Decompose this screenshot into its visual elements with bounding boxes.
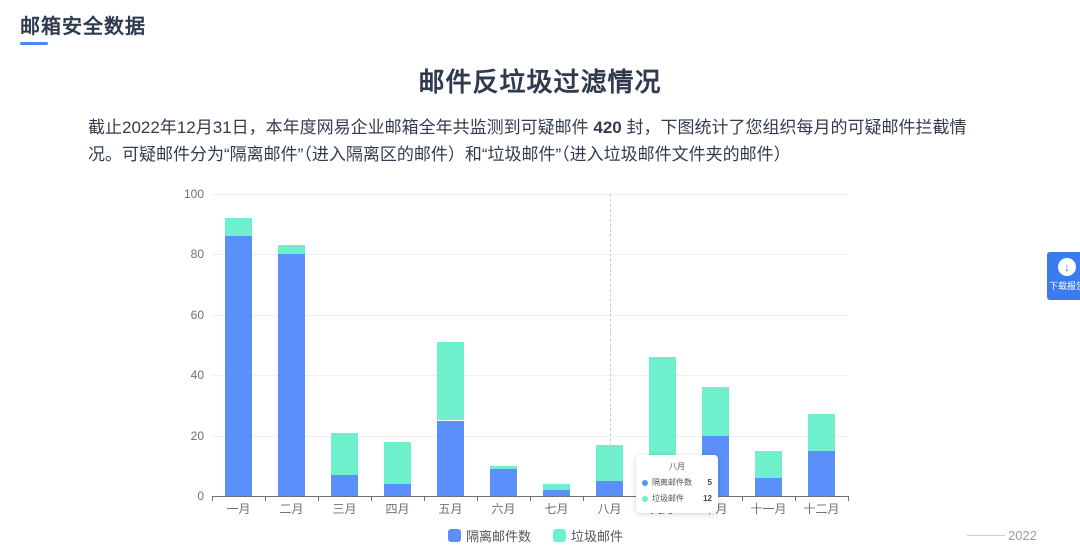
bar-quarantine[interactable] (331, 474, 358, 496)
bar-spam[interactable] (437, 341, 464, 421)
x-axis-label: 一月 (226, 502, 251, 516)
download-report-button[interactable]: ↓ 下载报告 (1047, 252, 1080, 300)
bar-spam[interactable] (808, 414, 835, 451)
bar-spam[interactable] (490, 465, 517, 469)
x-axis-tick (742, 496, 743, 501)
legend-swatch-quarantine (448, 529, 461, 542)
x-axis-tick (212, 496, 213, 501)
tooltip-value: 12 (703, 494, 712, 503)
y-axis-tick-label: 40 (190, 368, 204, 383)
tooltip-row: 垃圾邮件 12 (636, 493, 718, 504)
x-axis-label: 三月 (332, 502, 357, 516)
x-axis-tick (318, 496, 319, 501)
x-axis-tick (848, 496, 849, 501)
description: 截止2022年12月31日，本年度网易企业邮箱全年共监测到可疑邮件 420 封，… (88, 114, 988, 168)
grid-line (212, 254, 848, 256)
tooltip-title: 八月 (669, 462, 685, 471)
grid-line (212, 375, 848, 377)
x-axis-tick (530, 496, 531, 501)
grid-line (212, 435, 848, 437)
year-label: 2022 (1008, 528, 1037, 543)
x-axis-label: 七月 (544, 502, 569, 516)
x-axis-tick (795, 496, 796, 501)
x-axis-label: 十二月 (803, 502, 840, 516)
x-axis-label: 五月 (438, 502, 463, 516)
footer-year: 2022 (967, 528, 1037, 543)
y-axis-tick-label: 60 (190, 307, 204, 322)
legend-item-quarantine[interactable]: 隔离邮件数 (448, 526, 531, 545)
bar-quarantine[interactable] (596, 480, 623, 496)
bar-quarantine[interactable] (490, 468, 517, 496)
tooltip-dot-icon (642, 495, 648, 502)
tooltip-series-name: 隔离邮件数 (652, 478, 692, 487)
desc-text-1: 截止2022年12月31日，本年度网易企业邮箱全年共监测到可疑邮件 (88, 118, 594, 137)
bar-spam[interactable] (225, 218, 252, 237)
section-title: 邮箱安全数据 (20, 16, 146, 38)
tooltip-value: 5 (707, 478, 712, 487)
tooltip-series-name: 垃圾邮件 (652, 494, 684, 503)
bar-spam[interactable] (702, 387, 729, 436)
desc-text-2: 封，下图统计了您组织每月的可疑邮件拦截情况。可疑邮件分为“隔离邮件”（进入隔离区… (88, 118, 967, 164)
legend-item-spam[interactable]: 垃圾邮件 (553, 526, 623, 545)
x-axis-label: 六月 (491, 502, 516, 516)
x-axis-tick (424, 496, 425, 501)
year-line (967, 535, 1005, 536)
hover-indicator-line (609, 194, 611, 496)
x-axis-tick (477, 496, 478, 501)
y-axis-tick-label: 80 (190, 247, 204, 262)
x-axis-tick (265, 496, 266, 501)
tooltip: 八月隔离邮件数 5 垃圾邮件 12 (636, 455, 718, 513)
legend-swatch-spam (553, 529, 567, 542)
download-icon: ↓ (1058, 258, 1076, 276)
legend: 隔离邮件数 垃圾邮件 (448, 526, 645, 545)
x-axis-label: 十一月 (750, 502, 787, 516)
download-label: 下载报告 (1048, 281, 1080, 291)
tooltip-dot-icon (642, 479, 648, 486)
bar-quarantine[interactable] (278, 254, 305, 496)
bar-spam[interactable] (755, 450, 782, 478)
x-axis-label: 四月 (385, 502, 410, 516)
y-axis-tick-label: 0 (197, 489, 204, 503)
tooltip-row: 隔离邮件数 5 (636, 477, 718, 488)
bar-chart: 020406080100一月二月三月四月五月六月七月八月九月十月十一月十二月八月… (170, 185, 860, 525)
bar-quarantine[interactable] (808, 450, 835, 496)
chart-title: 邮件反垃圾过滤情况 (418, 67, 662, 97)
section-title-underline (20, 42, 48, 45)
bar-quarantine[interactable] (225, 236, 252, 496)
x-axis-tick (583, 496, 584, 501)
bar-quarantine[interactable] (543, 489, 570, 496)
desc-count: 420 (593, 118, 622, 137)
grid-line (212, 194, 848, 195)
bar-quarantine[interactable] (755, 477, 782, 496)
bar-quarantine[interactable] (384, 483, 411, 496)
legend-label: 隔离邮件数 (466, 529, 532, 544)
x-axis-label: 二月 (279, 502, 304, 516)
x-axis-label: 八月 (597, 502, 622, 516)
bar-spam[interactable] (331, 432, 358, 475)
bar-spam[interactable] (278, 245, 305, 255)
y-axis-tick-label: 20 (190, 428, 204, 443)
y-axis-tick-label: 100 (183, 187, 204, 201)
grid-line (212, 314, 848, 316)
bar-spam[interactable] (596, 444, 623, 481)
x-axis-tick (371, 496, 372, 501)
legend-label: 垃圾邮件 (571, 529, 624, 544)
bar-spam[interactable] (384, 441, 411, 484)
bar-quarantine[interactable] (437, 420, 464, 496)
bar-spam[interactable] (543, 483, 570, 490)
